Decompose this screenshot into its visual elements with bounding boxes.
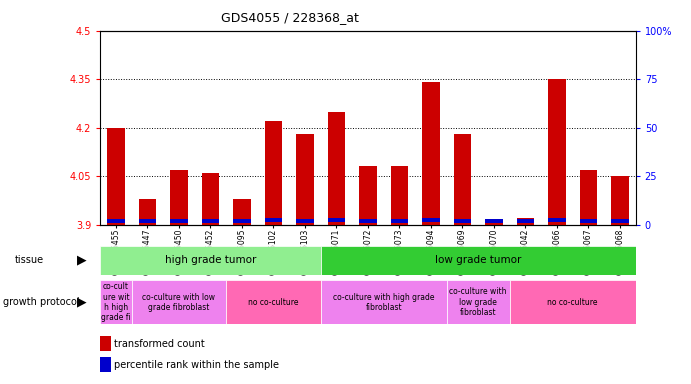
Text: ▶: ▶ <box>77 296 86 309</box>
Bar <box>296 219 314 223</box>
Text: tissue: tissue <box>15 255 44 265</box>
Text: no co-culture: no co-culture <box>547 298 598 307</box>
Bar <box>132 280 226 324</box>
Bar <box>170 170 188 225</box>
Bar <box>328 218 345 222</box>
Bar <box>359 167 377 225</box>
Bar <box>422 218 439 222</box>
Bar <box>485 222 502 225</box>
Text: ▶: ▶ <box>77 254 86 266</box>
Bar <box>517 218 534 225</box>
Bar <box>510 280 636 324</box>
Text: co-cult
ure wit
h high
grade fi: co-cult ure wit h high grade fi <box>101 282 131 323</box>
Text: percentile rank within the sample: percentile rank within the sample <box>114 360 279 370</box>
Bar <box>548 218 566 222</box>
Bar <box>170 219 188 223</box>
Text: low grade tumor: low grade tumor <box>435 255 522 265</box>
Bar <box>296 134 314 225</box>
Bar <box>100 246 321 275</box>
Text: co-culture with
low grade
fibroblast: co-culture with low grade fibroblast <box>449 288 507 317</box>
Bar <box>321 280 446 324</box>
Bar <box>107 128 124 225</box>
Text: high grade tumor: high grade tumor <box>164 255 256 265</box>
Bar <box>454 134 471 225</box>
Bar <box>234 219 251 223</box>
Bar <box>202 219 219 223</box>
Bar <box>265 218 282 222</box>
Bar <box>446 280 510 324</box>
Bar <box>139 199 156 225</box>
Bar <box>422 83 439 225</box>
Bar <box>391 167 408 225</box>
Text: co-culture with high grade
fibroblast: co-culture with high grade fibroblast <box>333 293 435 312</box>
Bar <box>612 219 629 223</box>
Bar <box>391 219 408 223</box>
Text: GDS4055 / 228368_at: GDS4055 / 228368_at <box>221 12 359 25</box>
Bar <box>612 176 629 225</box>
Bar <box>580 170 597 225</box>
Text: transformed count: transformed count <box>114 339 205 349</box>
Bar <box>226 280 321 324</box>
Bar <box>359 219 377 223</box>
Text: no co-culture: no co-culture <box>248 298 299 307</box>
Bar <box>328 111 345 225</box>
Bar <box>107 219 124 223</box>
Bar <box>265 121 282 225</box>
Bar <box>202 173 219 225</box>
Text: co-culture with low
grade fibroblast: co-culture with low grade fibroblast <box>142 293 216 312</box>
Bar <box>580 219 597 223</box>
Bar <box>321 246 636 275</box>
Bar <box>139 219 156 223</box>
Bar <box>234 199 251 225</box>
Bar <box>100 280 132 324</box>
Bar <box>517 219 534 223</box>
Bar <box>548 79 566 225</box>
Bar <box>485 219 502 223</box>
Bar <box>454 219 471 223</box>
Text: growth protocol: growth protocol <box>3 297 80 308</box>
